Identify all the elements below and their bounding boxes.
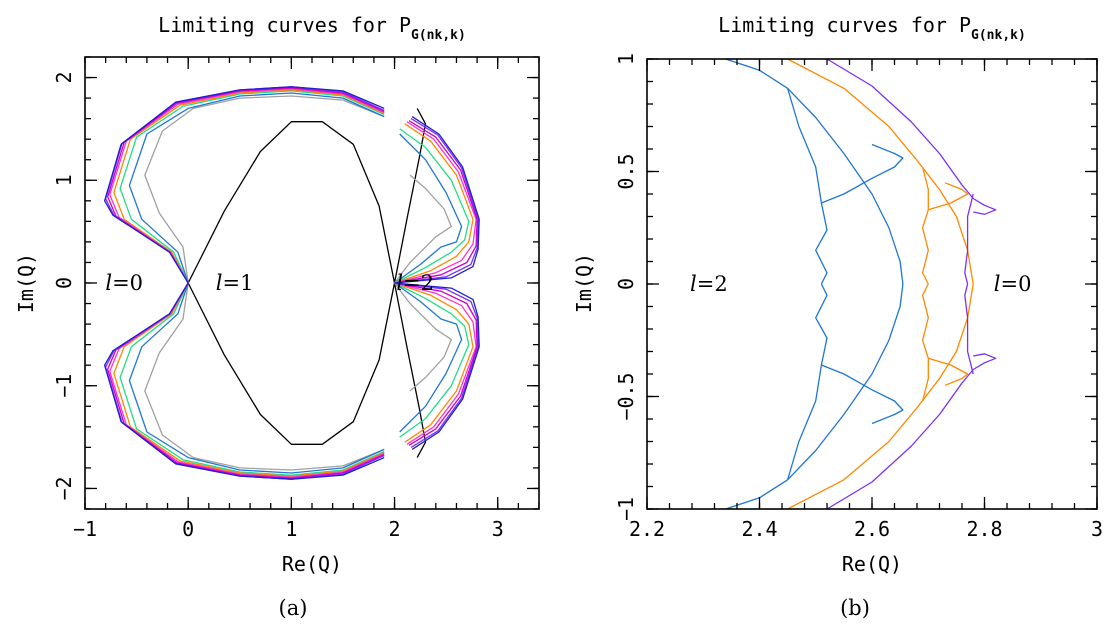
- chart1-series-2-curve-1-lower: [964, 283, 974, 375]
- chart0-y-tick-label-2: 0: [52, 277, 76, 289]
- chart0-y-tick-label-1: −1: [52, 374, 76, 398]
- chart1-y-tick-label-2: 0: [614, 278, 638, 290]
- chart0-series-1-curve-1-lower: [393, 282, 452, 392]
- chart1-series-2-curve-1-upper: [964, 193, 974, 285]
- panel-a-curves: [103, 86, 480, 480]
- chart0-series-1-curve-0-lower: [144, 282, 385, 471]
- chart0-y-tick-label-0: −2: [52, 476, 76, 500]
- chart0-series-3-curve-1-upper: [394, 128, 470, 284]
- chart0-series-3-curve-0-lower: [119, 282, 385, 476]
- panel-a-x-axis-label: Re(Q): [282, 552, 342, 576]
- chart0-series-2-curve-0-upper: [128, 92, 385, 284]
- chart0-series-0-curve-0-lower: [187, 282, 396, 445]
- panel-b-caption: (b): [840, 596, 870, 620]
- panel-a-axis-ticks: −1 0 1 2 3 −2 −1 0 1 2: [52, 56, 540, 541]
- panel-b-annotations: l=2 l=0: [690, 272, 1031, 296]
- chart1-series-0-curve-1-lower: [786, 283, 828, 480]
- chart0-series-3-curve-1-lower: [394, 282, 470, 438]
- chart0-series-1-curve-0-upper: [144, 95, 385, 284]
- panel-a-plot-frame: [84, 56, 540, 510]
- chart0-x-tick-label-0: −1: [73, 517, 97, 541]
- chart0-x-tick-label-3: 2: [389, 517, 401, 541]
- chart0-series-3-curve-0-upper: [119, 90, 385, 284]
- chart0-series-5-curve-1-lower: [394, 282, 477, 445]
- chart0-region-label-0: l=0: [105, 271, 143, 295]
- chart0-series-7-curve-0-lower: [104, 282, 385, 480]
- chart1-series-0-curve-0-upper: [725, 58, 904, 285]
- chart1-series-2-curve-0-lower: [826, 353, 997, 510]
- chart1-series-1-curve-0-lower: [787, 283, 974, 510]
- chart1-x-tick-label-3: 2.8: [966, 517, 1002, 541]
- chart0-series-5-curve-0-lower: [109, 282, 385, 478]
- chart0-series-6-curve-1-upper: [394, 120, 478, 284]
- chart0-x-tick-label-4: 3: [492, 517, 504, 541]
- chart0-y-tick-label-3: 1: [52, 174, 76, 186]
- chart0-series-7-curve-0-upper: [104, 86, 385, 284]
- chart1-series-0-curve-2-upper: [821, 143, 904, 204]
- chart0-series-0-curve-1-upper: [393, 108, 427, 284]
- chart1-series-1-curve-1-lower: [921, 283, 929, 402]
- chart0-x-tick-label-1: 0: [182, 517, 194, 541]
- chart1-y-tick-label-4: 1: [614, 53, 638, 65]
- panel-a-annotations: l=0 l=1 l=2: [105, 271, 434, 295]
- chart0-series-2-curve-1-lower: [394, 282, 463, 433]
- panel-b-y-axis-label: Im(Q): [572, 253, 596, 313]
- chart1-series-2-curve-0-upper: [826, 58, 997, 215]
- chart1-x-tick-label-2: 2.6: [854, 517, 890, 541]
- panel-b-title: Limiting curves for PG(nk,k): [718, 13, 1026, 43]
- chart1-series-1-curve-0-upper: [787, 58, 974, 285]
- chart1-region-label-0: l=2: [690, 272, 728, 296]
- chart0-series-1-curve-1-upper: [393, 174, 452, 284]
- chart0-x-tick-label-2: 1: [285, 517, 297, 541]
- chart0-y-tick-label-4: 2: [52, 72, 76, 84]
- panel-b-axis-ticks: 2.2 2.4 2.6 2.8 3 −1 −0.5 0 0.5 1: [614, 53, 1103, 541]
- chart0-series-0-curve-0-upper: [187, 121, 396, 284]
- panel-a-title: Limiting curves for PG(nk,k): [158, 13, 466, 43]
- chart0-series-0-curve-1-lower: [393, 282, 427, 458]
- chart1-region-label-1: l=0: [994, 272, 1032, 296]
- chart1-series-0-curve-0-lower: [725, 283, 904, 510]
- chart1-series-0-curve-2-lower: [821, 364, 904, 425]
- panel-b-chart: Limiting curves for PG(nk,k) 2.2 2.4 2.6 2.…: [572, 13, 1103, 620]
- chart0-series-2-curve-1-upper: [394, 133, 463, 284]
- chart0-series-5-curve-0-upper: [109, 88, 385, 284]
- chart1-series-1-curve-1-upper: [921, 166, 929, 285]
- chart0-series-8-curve-0-lower: [103, 282, 385, 480]
- chart1-x-tick-label-1: 2.4: [741, 517, 777, 541]
- chart0-series-2-curve-0-lower: [128, 282, 385, 474]
- chart1-y-tick-label-0: −1: [614, 497, 638, 521]
- panel-b-curves: [725, 58, 997, 510]
- chart1-y-tick-label-3: 0.5: [614, 153, 638, 189]
- chart0-series-7-curve-1-lower: [394, 282, 479, 448]
- chart0-series-4-curve-0-lower: [113, 282, 385, 477]
- chart0-series-6-curve-1-lower: [394, 282, 478, 446]
- chart0-series-5-curve-1-upper: [394, 121, 477, 284]
- panel-a-caption: (a): [279, 596, 308, 620]
- chart0-series-8-curve-1-upper: [394, 116, 480, 284]
- chart0-series-8-curve-1-lower: [394, 282, 480, 450]
- chart0-series-4-curve-0-upper: [113, 89, 385, 284]
- chart1-series-1-curve-2-upper: [928, 182, 969, 211]
- chart1-x-tick-label-4: 3: [1091, 517, 1103, 541]
- chart0-series-7-curve-1-upper: [394, 118, 479, 284]
- chart1-series-1-curve-2-lower: [928, 357, 969, 386]
- panel-b-x-axis-label: Re(Q): [842, 552, 902, 576]
- chart1-y-tick-label-1: −0.5: [614, 372, 638, 420]
- panel-a-chart: Limiting curves for PG(nk,k) −1 0 1 2 3 −2 −1 0…: [14, 13, 540, 620]
- panel-a-y-axis-label: Im(Q): [14, 253, 38, 313]
- chart0-series-4-curve-1-upper: [394, 123, 474, 284]
- chart0-series-8-curve-0-upper: [103, 86, 385, 284]
- chart0-series-4-curve-1-lower: [394, 282, 474, 443]
- chart1-x-tick-label-0: 2.2: [629, 517, 665, 541]
- chart1-series-0-curve-1-upper: [786, 88, 828, 285]
- chart0-region-label-2: l=2: [396, 271, 434, 295]
- chart0-region-label-1: l=1: [216, 271, 254, 295]
